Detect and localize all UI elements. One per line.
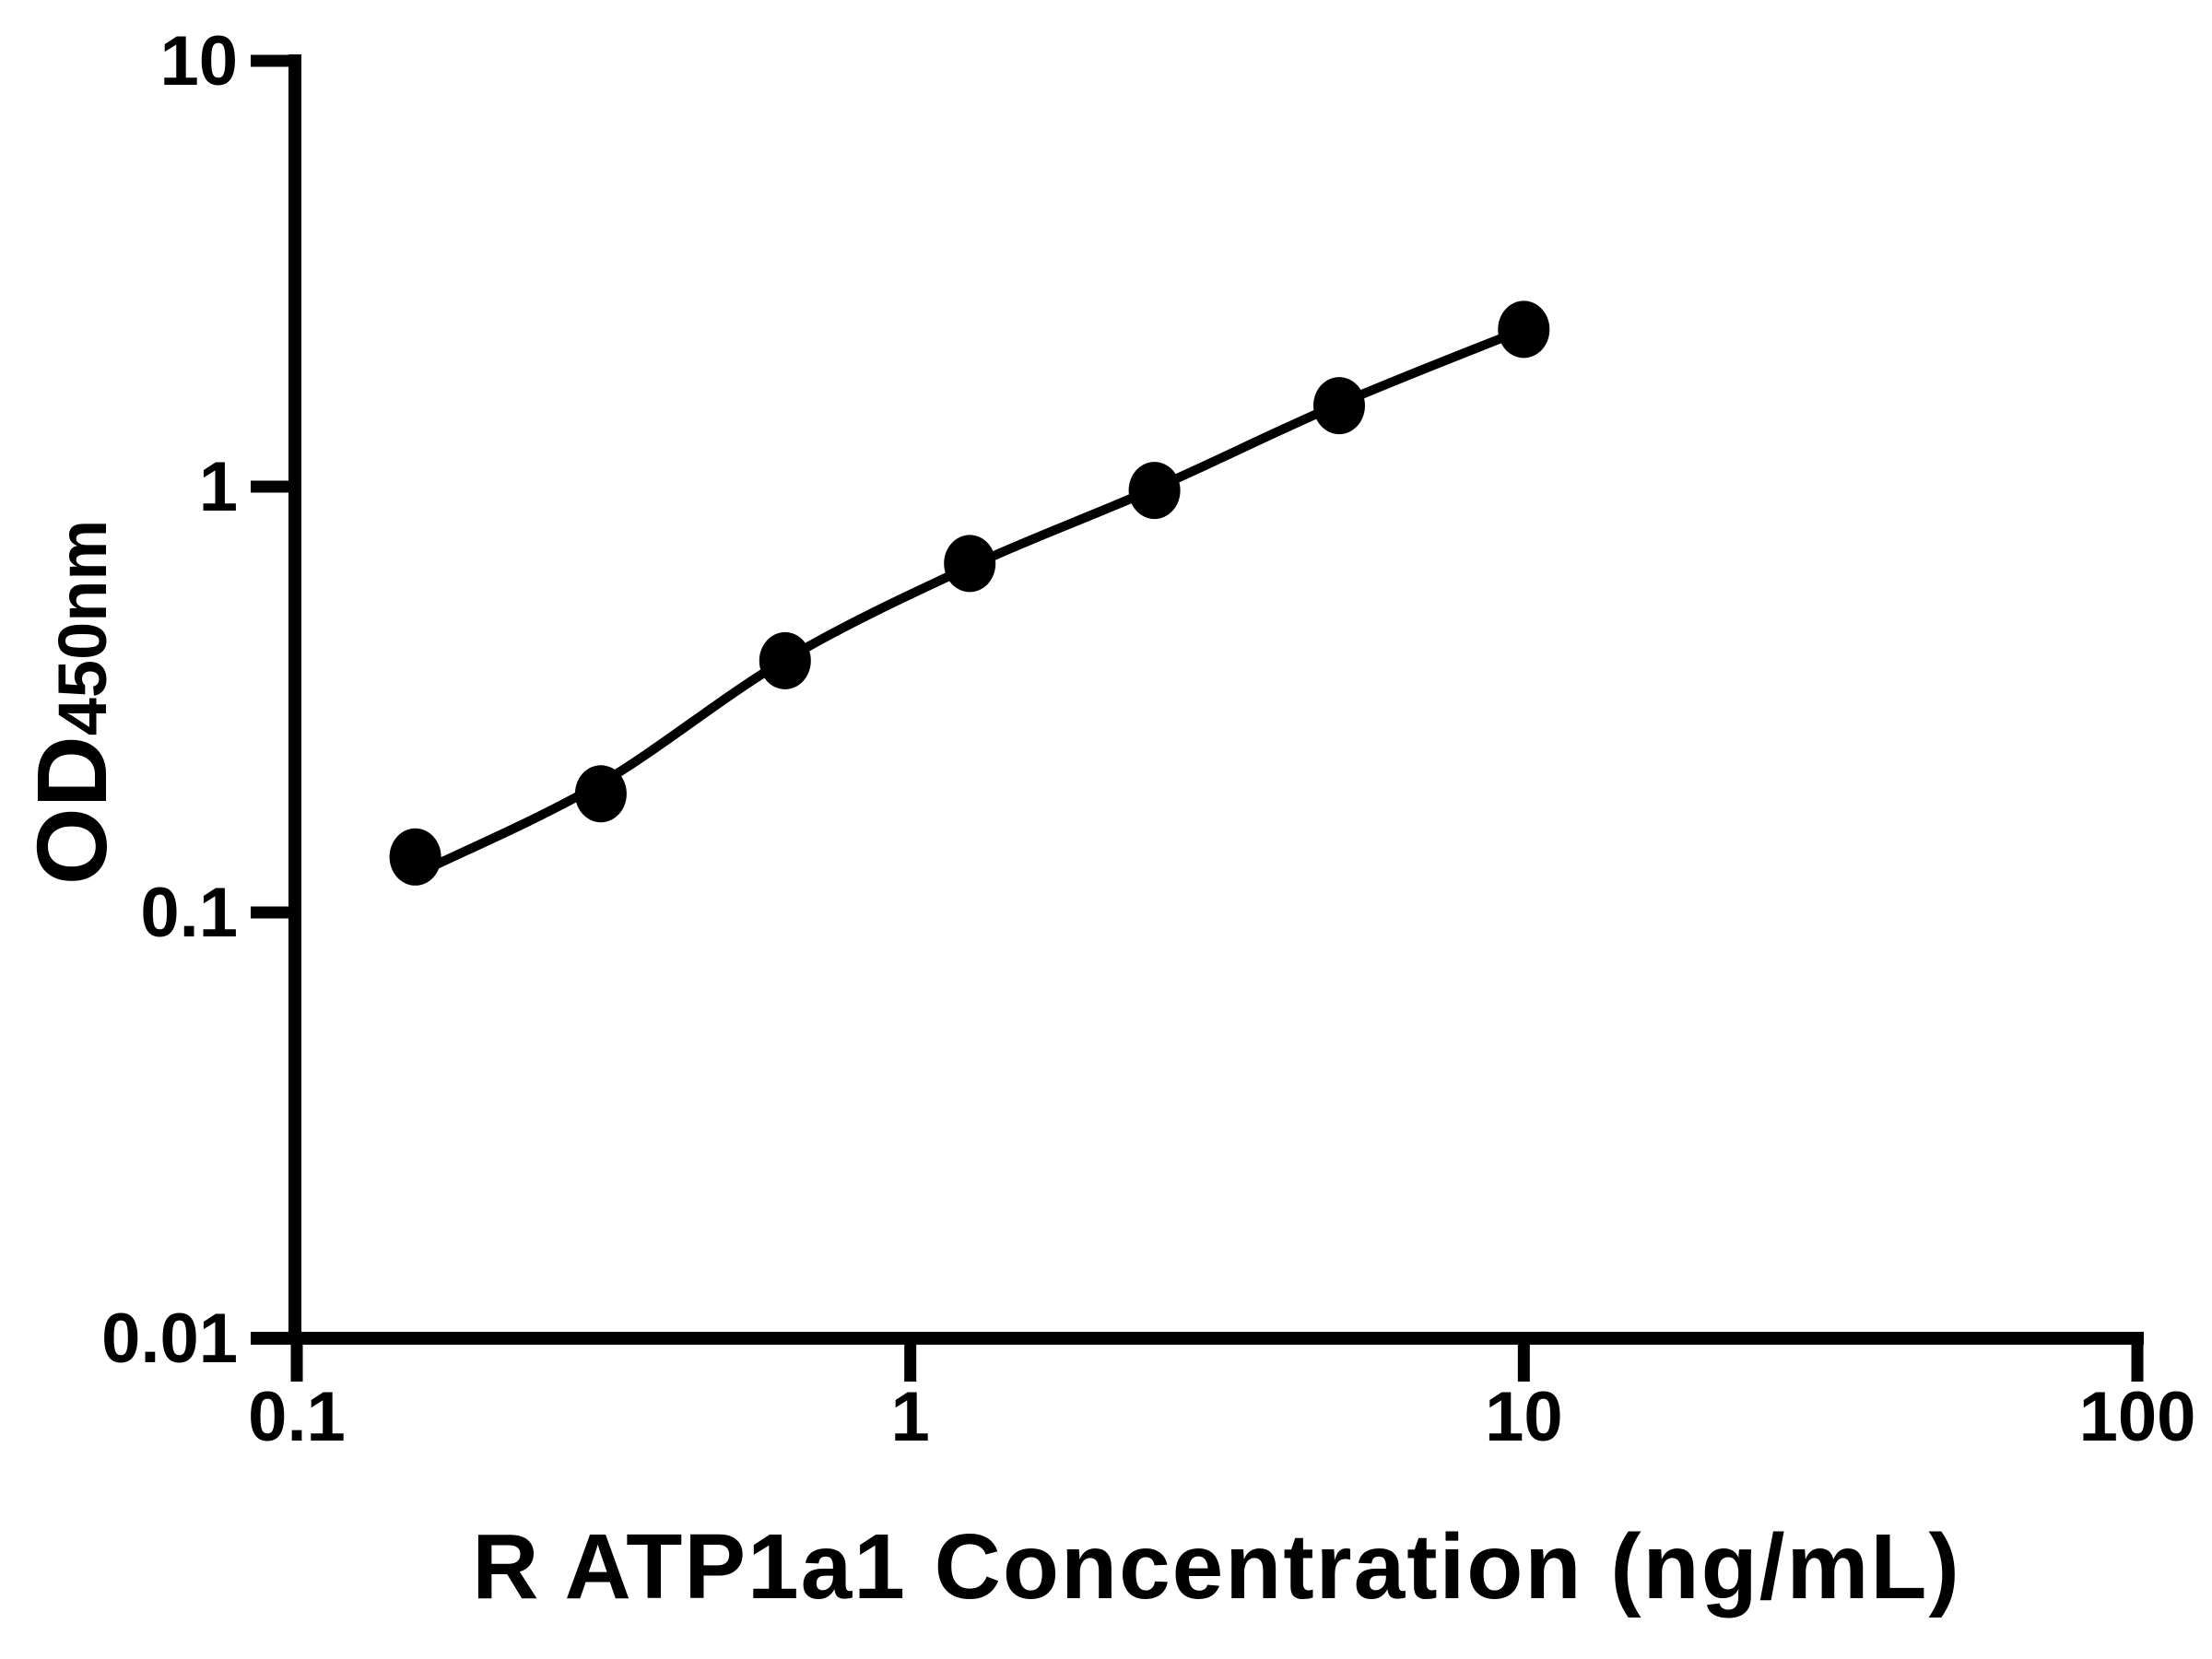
x-tick-label: 1: [891, 1378, 930, 1456]
data-point: [759, 631, 811, 689]
x-tick-label: 100: [2079, 1378, 2196, 1456]
x-axis-title: R ATP1a1 Concentration (ng/mL): [472, 1515, 1961, 1618]
y-axis-title-main: OD: [16, 735, 127, 886]
y-tick-label: 1: [199, 448, 238, 526]
data-point: [574, 765, 627, 823]
data-point: [1128, 462, 1181, 520]
x-tick-label: 10: [1485, 1378, 1563, 1456]
data-point: [389, 828, 441, 886]
y-tick-label: 0.1: [140, 874, 238, 952]
y-axis-title: OD450nm: [16, 518, 127, 887]
y-tick-label: 10: [159, 22, 238, 100]
y-axis-title-subscript: 450nm: [44, 519, 121, 736]
data-point: [1313, 377, 1365, 435]
x-tick-label: 0.1: [248, 1378, 346, 1456]
data-point: [1498, 300, 1550, 359]
data-point: [944, 535, 996, 593]
y-tick-label: 0.01: [101, 1300, 238, 1378]
